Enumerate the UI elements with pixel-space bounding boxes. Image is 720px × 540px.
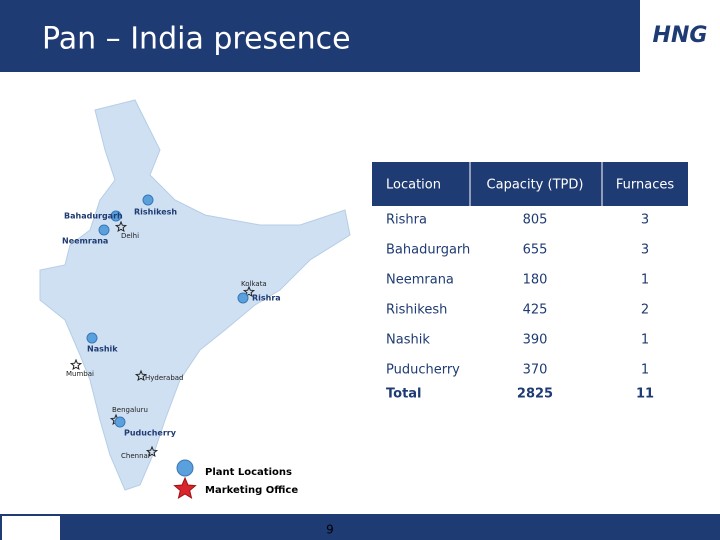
- plant-marker: [110, 210, 122, 222]
- table-cell: Puducherry: [386, 363, 460, 378]
- plant-marker: [114, 416, 126, 428]
- table-cell: Rishra: [386, 213, 427, 228]
- title: Pan – India presence: [42, 22, 351, 57]
- legend-office: [173, 476, 197, 499]
- office-marker: [145, 445, 159, 458]
- place-label: Chennai: [121, 452, 150, 460]
- total-cell: 2825: [517, 387, 553, 402]
- table-header: [372, 162, 688, 206]
- table-cell: 370: [523, 363, 548, 378]
- table-cell: 425: [523, 303, 548, 318]
- column-header: Furnaces: [616, 178, 674, 193]
- place-label: Delhi: [121, 232, 139, 240]
- table-cell: Bahadurgarh: [386, 243, 470, 258]
- table-cell: 3: [641, 243, 649, 258]
- column-header: Capacity (TPD): [487, 178, 584, 193]
- place-label: Bahadurgarh: [64, 212, 123, 221]
- header-bar: [0, 0, 640, 72]
- footer-logo-box: [2, 516, 60, 540]
- office-marker: [69, 358, 83, 371]
- office-marker: [242, 285, 256, 298]
- plant-marker: [86, 332, 98, 344]
- india-map: [39, 99, 351, 491]
- plant-marker: [237, 292, 249, 304]
- table-cell: Neemrana: [386, 273, 454, 288]
- place-label: Bengaluru: [112, 406, 148, 414]
- table-cell: 2: [641, 303, 649, 318]
- office-marker: [114, 220, 128, 233]
- total-cell: 11: [636, 387, 654, 402]
- place-label: Rishikesh: [134, 208, 177, 217]
- place-label: Nashik: [87, 345, 118, 354]
- table-cell: 655: [523, 243, 548, 258]
- legend-label: Plant Locations: [205, 467, 292, 478]
- footer-bar: [0, 514, 720, 540]
- place-label: Hyderabad: [145, 374, 184, 382]
- office-marker: [134, 369, 148, 382]
- table-cell: Rishikesh: [386, 303, 447, 318]
- plant-marker: [98, 224, 110, 236]
- column-header: Location: [386, 178, 441, 193]
- place-label: Rishra: [252, 294, 281, 303]
- plant-marker: [142, 194, 154, 206]
- total-cell: Total: [386, 387, 422, 402]
- place-label: Kolkata: [241, 280, 267, 288]
- table-cell: 180: [523, 273, 548, 288]
- legend-label: Marketing Office: [205, 485, 298, 496]
- place-label: Puducherry: [124, 429, 177, 438]
- table-cell: 390: [523, 333, 548, 348]
- legend-plant: [176, 459, 194, 477]
- table-cell: Nashik: [386, 333, 430, 348]
- place-label: Mumbai: [66, 370, 94, 378]
- table-cell: 3: [641, 213, 649, 228]
- place-label: Neemrana: [62, 237, 108, 246]
- table-cell: 1: [641, 363, 649, 378]
- table-cell: 1: [641, 333, 649, 348]
- table-cell: 1: [641, 273, 649, 288]
- page-number: 9: [326, 523, 334, 537]
- table-cell: 805: [523, 213, 548, 228]
- logo: HNG: [653, 23, 708, 48]
